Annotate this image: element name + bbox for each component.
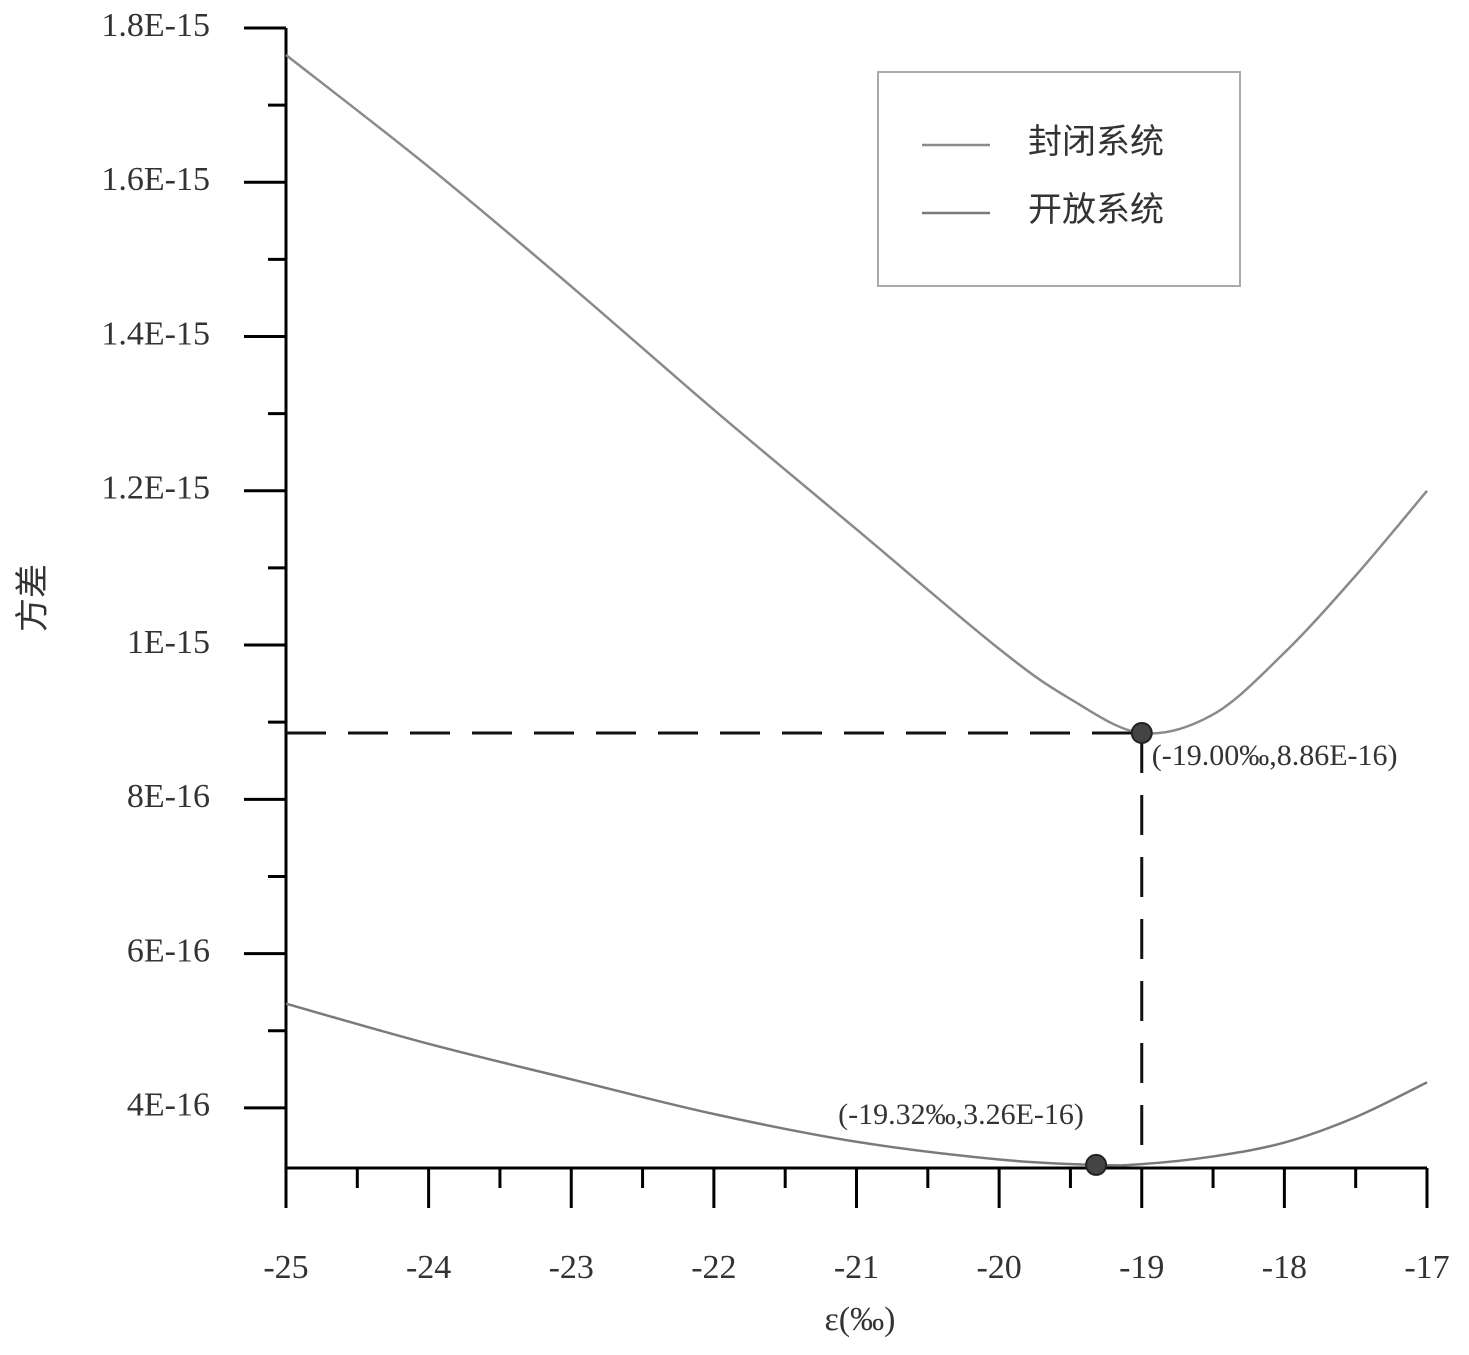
y-tick-label: 1.6E-15 <box>101 161 210 198</box>
y-tick-label: 6E-16 <box>127 932 210 969</box>
annotation-label: (-19.32‰,3.26E-16) <box>838 1098 1084 1131</box>
y-tick-label: 1.2E-15 <box>101 470 210 507</box>
x-tick-label: -22 <box>691 1249 736 1286</box>
x-tick-label: -21 <box>834 1249 879 1286</box>
y-tick-label: 8E-16 <box>127 778 210 815</box>
y-tick-label: 1E-15 <box>127 624 210 661</box>
annotation-marker <box>1085 1153 1108 1176</box>
y-tick-label: 1.8E-15 <box>101 7 210 44</box>
legend-box <box>877 71 1241 287</box>
x-axis-label: ε(‰) <box>825 1301 896 1338</box>
y-axis-label: 方差 <box>14 564 52 632</box>
series-line <box>285 1002 1428 1167</box>
x-tick-label: -19 <box>1119 1249 1164 1286</box>
x-tick-label: -17 <box>1404 1249 1449 1286</box>
annotation-label: (-19.00‰,8.86E-16) <box>1152 739 1398 772</box>
x-tick-label: -24 <box>406 1249 451 1286</box>
y-tick-label: 4E-16 <box>127 1087 210 1124</box>
annotation-marker <box>1130 721 1153 744</box>
x-tick-label: -23 <box>549 1249 594 1286</box>
x-tick-label: -18 <box>1262 1249 1307 1286</box>
x-tick-label: -20 <box>976 1249 1021 1286</box>
x-tick-label: -25 <box>263 1249 308 1286</box>
y-tick-label: 1.4E-15 <box>101 315 210 352</box>
legend-label: 开放系统 <box>1028 191 1164 229</box>
legend-label: 封闭系统 <box>1028 123 1164 161</box>
series-line <box>285 54 1428 735</box>
